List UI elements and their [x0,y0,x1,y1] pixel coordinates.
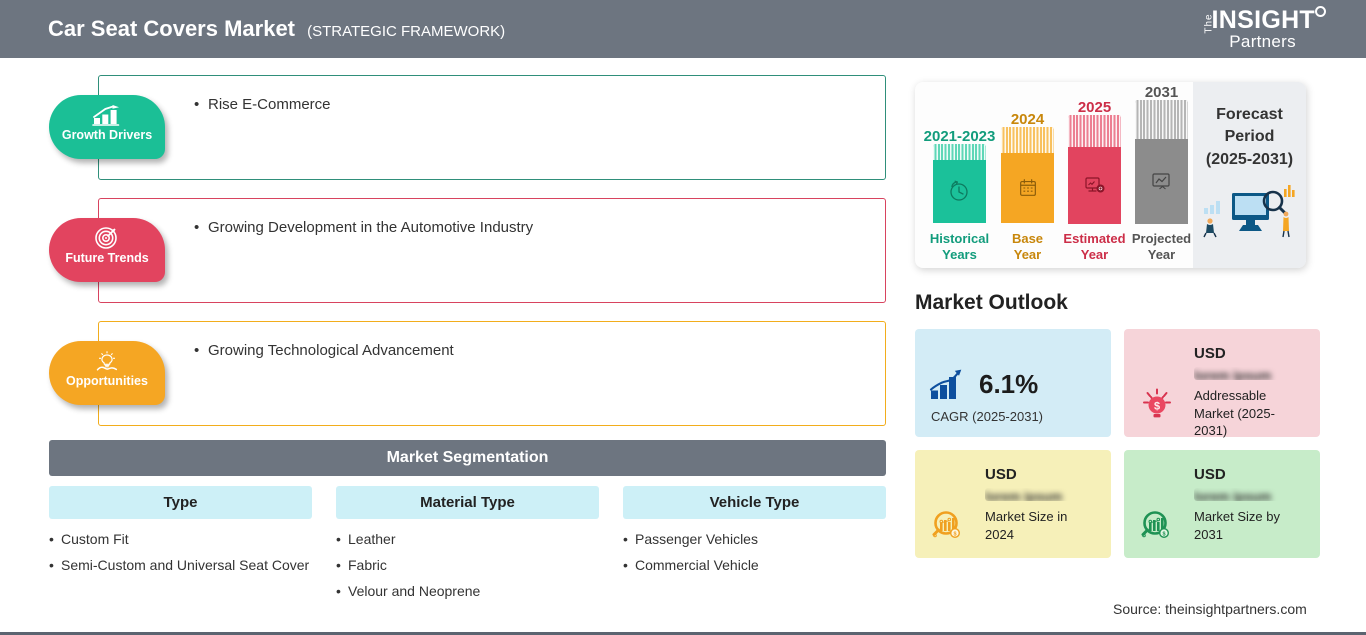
svg-text:$: $ [1162,531,1165,537]
svg-text:$: $ [1154,401,1160,413]
svg-text:$: $ [953,531,956,537]
